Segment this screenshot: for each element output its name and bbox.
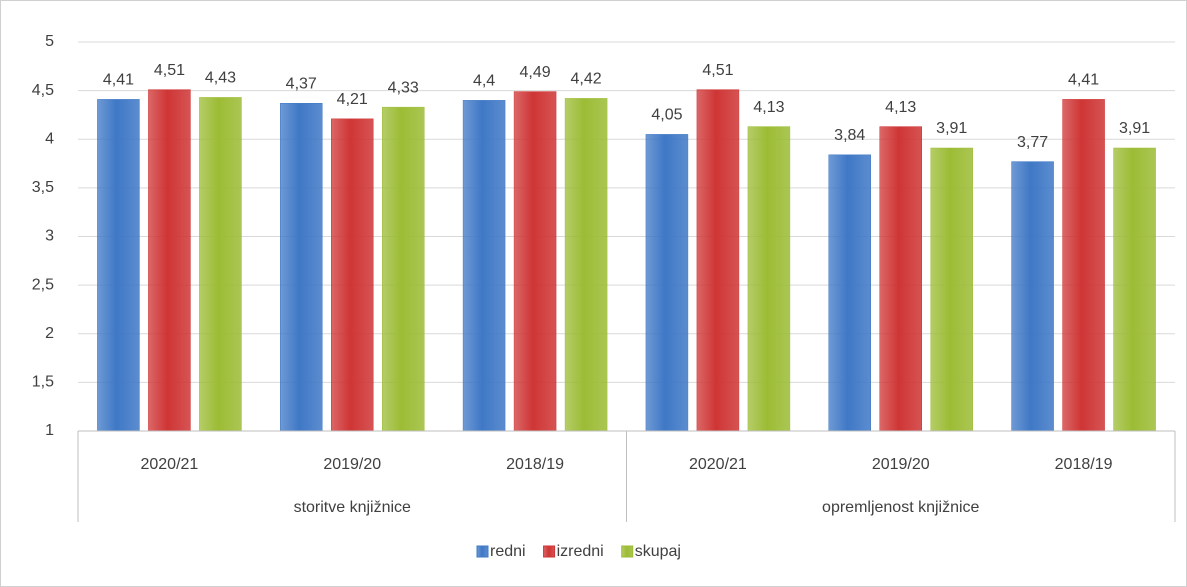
group-label: storitve knjižnice xyxy=(294,499,411,516)
y-tick-label: 2 xyxy=(45,325,54,342)
x-tick-label: 2019/20 xyxy=(872,456,930,473)
bar xyxy=(1011,161,1054,432)
data-label: 3,91 xyxy=(936,120,967,137)
bar xyxy=(462,100,506,432)
data-label: 4,42 xyxy=(571,71,602,88)
legend-label: redni xyxy=(490,543,526,560)
data-label: 3,77 xyxy=(1017,134,1048,151)
bar xyxy=(747,126,791,432)
bar xyxy=(148,89,191,432)
data-label: 4,05 xyxy=(651,107,682,124)
bar xyxy=(879,126,922,432)
legend-label: izredni xyxy=(557,543,604,560)
data-label: 4,4 xyxy=(473,73,495,90)
data-label: 4,37 xyxy=(286,75,317,92)
legend-swatch xyxy=(543,545,556,558)
data-label: 4,51 xyxy=(702,62,733,79)
group-label: opremljenost knjižnice xyxy=(822,499,980,516)
y-tick-label: 1 xyxy=(45,422,54,439)
y-tick-label: 4 xyxy=(45,130,54,147)
x-tick-label: 2020/21 xyxy=(140,456,198,473)
data-label: 4,49 xyxy=(520,64,551,81)
data-label: 4,51 xyxy=(154,62,185,79)
data-label: 4,41 xyxy=(1068,72,1099,89)
x-tick-label: 2018/19 xyxy=(1055,456,1113,473)
legend-label: skupaj xyxy=(635,543,681,560)
bar xyxy=(828,154,871,432)
data-label: 4,13 xyxy=(885,99,916,116)
bar xyxy=(1113,147,1156,432)
data-label: 4,43 xyxy=(205,70,236,87)
bar xyxy=(199,97,242,432)
y-tick-label: 3,5 xyxy=(32,179,54,196)
y-tick-label: 3 xyxy=(45,228,54,245)
data-label: 3,91 xyxy=(1119,120,1150,137)
data-label: 4,33 xyxy=(388,79,419,96)
bar xyxy=(930,147,973,432)
bar xyxy=(513,91,557,432)
bar xyxy=(331,118,374,432)
y-tick-label: 1,5 xyxy=(32,374,54,391)
data-label: 4,41 xyxy=(103,72,134,89)
legend-swatch xyxy=(476,545,489,558)
y-tick-label: 4,5 xyxy=(32,82,54,99)
x-tick-label: 2018/19 xyxy=(506,456,564,473)
bar xyxy=(696,89,740,432)
data-label: 4,13 xyxy=(753,99,784,116)
y-tick-label: 2,5 xyxy=(32,276,54,293)
bar xyxy=(564,98,608,432)
legend: redni izredni skupaj xyxy=(476,543,681,560)
bar xyxy=(280,103,323,432)
bar xyxy=(645,134,689,432)
bar xyxy=(382,106,425,432)
data-label: 4,21 xyxy=(337,91,368,108)
data-label: 3,84 xyxy=(834,127,865,144)
x-tick-label: 2020/21 xyxy=(689,456,747,473)
bar xyxy=(97,99,140,432)
y-tick-label: 5 xyxy=(45,33,54,50)
x-tick-label: 2019/20 xyxy=(323,456,381,473)
legend-swatch xyxy=(621,545,634,558)
bar xyxy=(1062,99,1105,432)
